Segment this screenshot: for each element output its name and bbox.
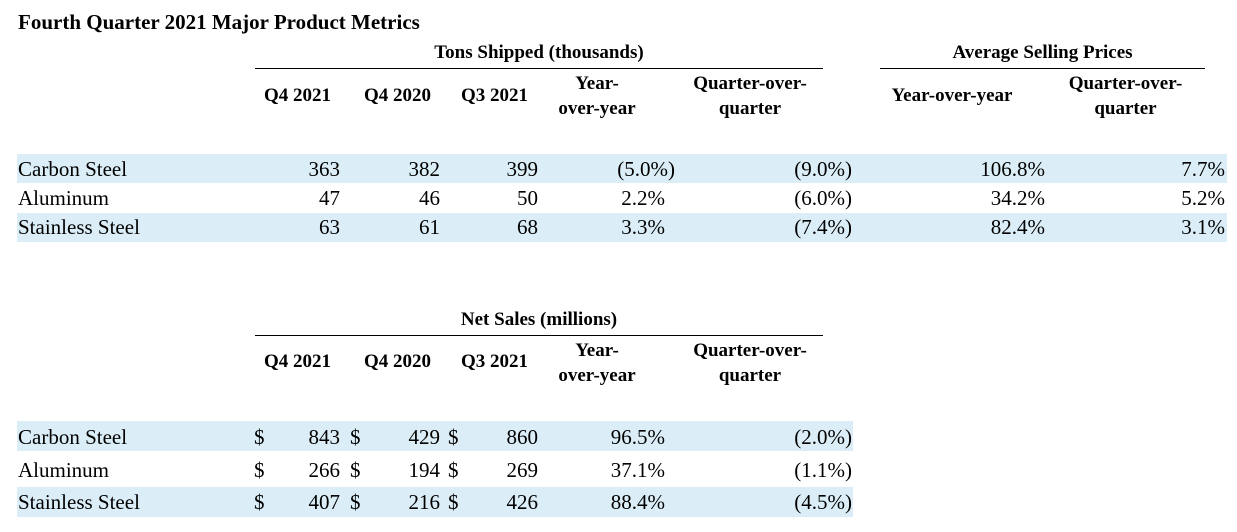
row-band [17, 154, 1227, 183]
cell: 843 [308, 425, 341, 449]
ns-col-q3-2021: Q3 2021 [460, 351, 529, 372]
cell: 82.4% [990, 215, 1045, 239]
row-label: Stainless Steel [18, 490, 140, 514]
row-band [17, 213, 1227, 242]
cell: (5.0%) [617, 157, 675, 181]
cell: (6.0%) [794, 186, 852, 210]
cell: 266 [308, 458, 341, 482]
cell: 426 [506, 490, 539, 514]
cell: 47 [319, 186, 340, 210]
ns-col-yoy: Year- over-year [558, 340, 636, 386]
asp-group-label: Average Selling Prices [952, 42, 1133, 63]
cell: 407 [308, 490, 341, 514]
tons-col-q3-2021: Q3 2021 [460, 85, 529, 106]
cell: (1.1%) [794, 458, 852, 482]
currency-symbol: $ [448, 490, 459, 514]
cell: 860 [506, 425, 539, 449]
cell: 3.3% [621, 215, 665, 239]
cell: 3.1% [1181, 215, 1225, 239]
cell: (7.4%) [794, 215, 852, 239]
cell: 37.1% [610, 458, 665, 482]
row-label: Carbon Steel [18, 425, 128, 449]
cell: 269 [506, 458, 539, 482]
cell: 429 [408, 425, 441, 449]
currency-symbol: $ [448, 425, 459, 449]
net-sales-group-rule [255, 335, 823, 336]
row-band [17, 487, 853, 517]
currency-symbol: $ [350, 425, 361, 449]
row-band [17, 421, 853, 451]
currency-symbol: $ [350, 458, 361, 482]
cell: 7.7% [1181, 157, 1225, 181]
row-label: Aluminum [18, 458, 110, 482]
tons-group-rule [255, 68, 823, 69]
page-title: Fourth Quarter 2021 Major Product Metric… [18, 10, 420, 34]
cell: 34.2% [990, 186, 1045, 210]
asp-group-rule [880, 68, 1205, 69]
cell: (2.0%) [794, 425, 852, 449]
cell: 5.2% [1181, 186, 1225, 210]
asp-col-yoy: Year-over-year [891, 85, 1013, 106]
row-label: Carbon Steel [18, 157, 128, 181]
cell: 50 [517, 186, 538, 210]
tons-col-q4-2020: Q4 2020 [363, 85, 432, 106]
tons-col-q4-2021: Q4 2021 [263, 85, 332, 106]
tons-col-yoy: Year- over-year [558, 73, 636, 119]
cell: 88.4% [610, 490, 665, 514]
cell: 96.5% [610, 425, 665, 449]
cell: 194 [408, 458, 441, 482]
cell: 106.8% [980, 157, 1045, 181]
cell: 68 [517, 215, 538, 239]
row-label: Stainless Steel [18, 215, 140, 239]
asp-col-qoq: Quarter-over- quarter [1068, 73, 1183, 119]
cell: 63 [319, 215, 340, 239]
currency-symbol: $ [254, 425, 265, 449]
ns-col-q4-2020: Q4 2020 [363, 351, 432, 372]
currency-symbol: $ [254, 490, 265, 514]
ns-col-qoq: Quarter-over- quarter [693, 340, 807, 386]
currency-symbol: $ [254, 458, 265, 482]
cell: 2.2% [621, 186, 665, 210]
cell: 382 [408, 157, 441, 181]
net-sales-group-label: Net Sales (millions) [460, 309, 618, 330]
cell: 216 [408, 490, 441, 514]
cell: 46 [419, 186, 440, 210]
ns-col-q4-2021: Q4 2021 [263, 351, 332, 372]
cell: (9.0%) [794, 157, 852, 181]
cell: 399 [506, 157, 539, 181]
row-label: Aluminum [18, 186, 110, 210]
cell: 363 [308, 157, 341, 181]
tons-col-qoq: Quarter-over- quarter [693, 73, 807, 119]
tons-group-label: Tons Shipped (thousands) [434, 42, 644, 63]
currency-symbol: $ [448, 458, 459, 482]
cell: 61 [419, 215, 440, 239]
cell: (4.5%) [794, 490, 852, 514]
currency-symbol: $ [350, 490, 361, 514]
